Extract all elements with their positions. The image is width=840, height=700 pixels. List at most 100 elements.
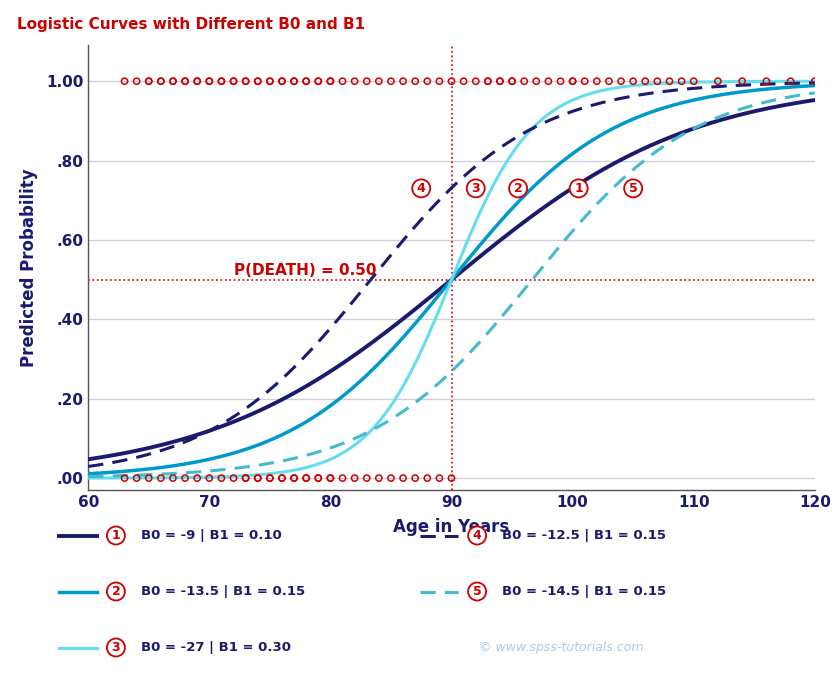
Text: 3: 3 [112,641,120,654]
Point [312,473,325,484]
Point [323,76,337,87]
Text: 3: 3 [471,182,480,195]
Text: P(DEATH) = 0.50: P(DEATH) = 0.50 [234,262,376,278]
Point [239,473,252,484]
Point [312,76,325,87]
Point [251,473,265,484]
Point [276,76,289,87]
Point [227,76,240,87]
Point [493,76,507,87]
Point [493,76,507,87]
Point [517,76,531,87]
Point [372,76,386,87]
Point [155,76,168,87]
Point [578,76,591,87]
Point [263,76,276,87]
Point [215,76,228,87]
Point [263,76,276,87]
Point [299,473,312,484]
Point [239,473,252,484]
Point [348,76,361,87]
Point [251,76,265,87]
Point [299,76,312,87]
Point [142,473,155,484]
Text: 2: 2 [112,585,120,598]
Point [299,76,312,87]
Point [408,76,422,87]
Point [130,76,144,87]
Point [554,76,567,87]
Text: B0 = -12.5 | B1 = 0.15: B0 = -12.5 | B1 = 0.15 [502,529,666,542]
Point [421,473,434,484]
Point [384,473,397,484]
Point [287,473,301,484]
Point [445,473,459,484]
Point [287,473,301,484]
Point [191,76,204,87]
Point [202,76,216,87]
Point [191,473,204,484]
Text: 5: 5 [629,182,638,195]
Text: B0 = -14.5 | B1 = 0.15: B0 = -14.5 | B1 = 0.15 [502,585,666,598]
Point [178,76,192,87]
Point [566,76,580,87]
Point [384,76,397,87]
Point [215,76,228,87]
Text: 1: 1 [112,529,120,542]
Point [627,76,640,87]
Point [312,76,325,87]
Point [808,76,822,87]
Point [481,76,495,87]
Point [433,473,446,484]
Point [481,76,495,87]
Point [445,76,459,87]
Point [433,76,446,87]
Point [227,76,240,87]
Point [155,473,168,484]
Text: B0 = -27 | B1 = 0.30: B0 = -27 | B1 = 0.30 [141,641,291,654]
Point [663,76,676,87]
Point [239,76,252,87]
Point [323,76,337,87]
Point [614,76,627,87]
Point [276,473,289,484]
Point [336,76,349,87]
Point [155,76,168,87]
Point [711,76,725,87]
Point [759,76,773,87]
Point [506,76,519,87]
Point [178,76,192,87]
Point [457,76,470,87]
Point [323,473,337,484]
Point [360,76,374,87]
X-axis label: Age in Years: Age in Years [393,518,510,536]
Point [372,473,386,484]
Point [529,76,543,87]
Text: 5: 5 [473,585,481,598]
Point [566,76,580,87]
Point [469,76,482,87]
Text: 2: 2 [514,182,522,195]
Point [421,76,434,87]
Point [299,473,312,484]
Text: B0 = -9 | B1 = 0.10: B0 = -9 | B1 = 0.10 [141,529,282,542]
Y-axis label: Predicted Probability: Predicted Probability [19,169,38,367]
Point [142,76,155,87]
Point [191,76,204,87]
Point [202,76,216,87]
Point [287,76,301,87]
Point [166,473,180,484]
Point [675,76,688,87]
Point [263,473,276,484]
Point [118,473,131,484]
Text: 4: 4 [473,529,481,542]
Point [142,76,155,87]
Point [396,473,410,484]
Point [251,473,265,484]
Point [542,76,555,87]
Text: 4: 4 [417,182,426,195]
Point [638,76,652,87]
Point [651,76,664,87]
Text: © www.spss-tutorials.com: © www.spss-tutorials.com [479,641,643,654]
Point [687,76,701,87]
